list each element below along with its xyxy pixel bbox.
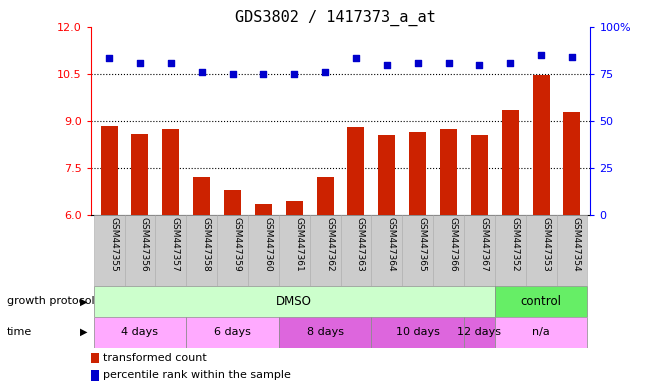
Point (258, 71, 269, 77)
Bar (125, 215, 156, 286)
Bar (91, 370, 99, 381)
Bar (502, 110, 519, 215)
Bar (94, 215, 125, 286)
Bar (94, 286, 495, 317)
Bar (224, 190, 241, 215)
Text: transformed count: transformed count (103, 353, 207, 363)
Text: DMSO: DMSO (276, 295, 312, 308)
Bar (310, 215, 340, 286)
Bar (495, 317, 587, 348)
Bar (371, 215, 402, 286)
Point (474, 61, 484, 68)
Point (166, 60, 176, 66)
Point (350, 55, 361, 61)
Point (412, 60, 423, 66)
Text: 4 days: 4 days (121, 327, 158, 337)
Bar (187, 317, 279, 348)
Text: GSM447362: GSM447362 (325, 217, 334, 272)
Text: 6 days: 6 days (214, 327, 251, 337)
Bar (378, 135, 395, 215)
Bar (464, 317, 495, 348)
Bar (495, 215, 525, 286)
Point (104, 55, 115, 61)
Text: GSM447363: GSM447363 (356, 217, 365, 272)
Text: GSM447365: GSM447365 (417, 217, 427, 272)
Text: 12 days: 12 days (458, 327, 501, 337)
Text: GDS3802 / 1417373_a_at: GDS3802 / 1417373_a_at (235, 10, 436, 26)
Bar (409, 132, 426, 215)
Bar (564, 111, 580, 215)
Bar (91, 353, 99, 363)
Point (289, 71, 300, 77)
Bar (525, 215, 556, 286)
Bar (279, 215, 310, 286)
Bar (162, 129, 179, 215)
Text: ▶: ▶ (80, 327, 87, 337)
Bar (348, 127, 364, 215)
Text: GSM447356: GSM447356 (140, 217, 149, 272)
Bar (495, 286, 587, 317)
Bar (471, 135, 488, 215)
Point (381, 61, 392, 68)
Point (505, 60, 515, 66)
Text: GSM447359: GSM447359 (233, 217, 242, 272)
Bar (279, 317, 371, 348)
Point (535, 52, 546, 58)
Bar (156, 215, 187, 286)
Text: 8 days: 8 days (307, 327, 344, 337)
Text: GSM447353: GSM447353 (541, 217, 550, 272)
Bar (286, 201, 303, 215)
Text: GSM447364: GSM447364 (386, 217, 396, 272)
Text: GSM447361: GSM447361 (295, 217, 303, 272)
Bar (433, 215, 464, 286)
Bar (217, 215, 248, 286)
Text: GSM447367: GSM447367 (479, 217, 488, 272)
Bar (341, 215, 371, 286)
Text: growth protocol: growth protocol (7, 296, 95, 306)
Text: 10 days: 10 days (396, 327, 440, 337)
Text: GSM447352: GSM447352 (510, 217, 519, 272)
Bar (94, 317, 187, 348)
Bar (464, 215, 495, 286)
Bar (533, 76, 550, 215)
Point (443, 60, 454, 66)
Point (320, 69, 331, 75)
Bar (371, 317, 464, 348)
Bar (248, 215, 279, 286)
Bar (440, 129, 457, 215)
Text: GSM447366: GSM447366 (448, 217, 458, 272)
Bar (402, 215, 433, 286)
Point (227, 71, 238, 77)
Point (135, 60, 146, 66)
Bar (101, 126, 117, 215)
Text: control: control (521, 295, 562, 308)
Text: GSM447354: GSM447354 (572, 217, 581, 272)
Point (566, 54, 577, 60)
Bar (187, 215, 217, 286)
Text: GSM447358: GSM447358 (202, 217, 211, 272)
Text: time: time (7, 327, 32, 337)
Bar (132, 134, 148, 215)
Text: GSM447360: GSM447360 (264, 217, 272, 272)
Text: GSM447357: GSM447357 (171, 217, 180, 272)
Bar (556, 215, 587, 286)
Bar (193, 177, 210, 215)
Text: GSM447355: GSM447355 (109, 217, 118, 272)
Text: n/a: n/a (532, 327, 550, 337)
Bar (255, 204, 272, 215)
Text: ▶: ▶ (80, 296, 87, 306)
Text: percentile rank within the sample: percentile rank within the sample (103, 370, 291, 381)
Bar (317, 177, 333, 215)
Point (197, 69, 207, 75)
